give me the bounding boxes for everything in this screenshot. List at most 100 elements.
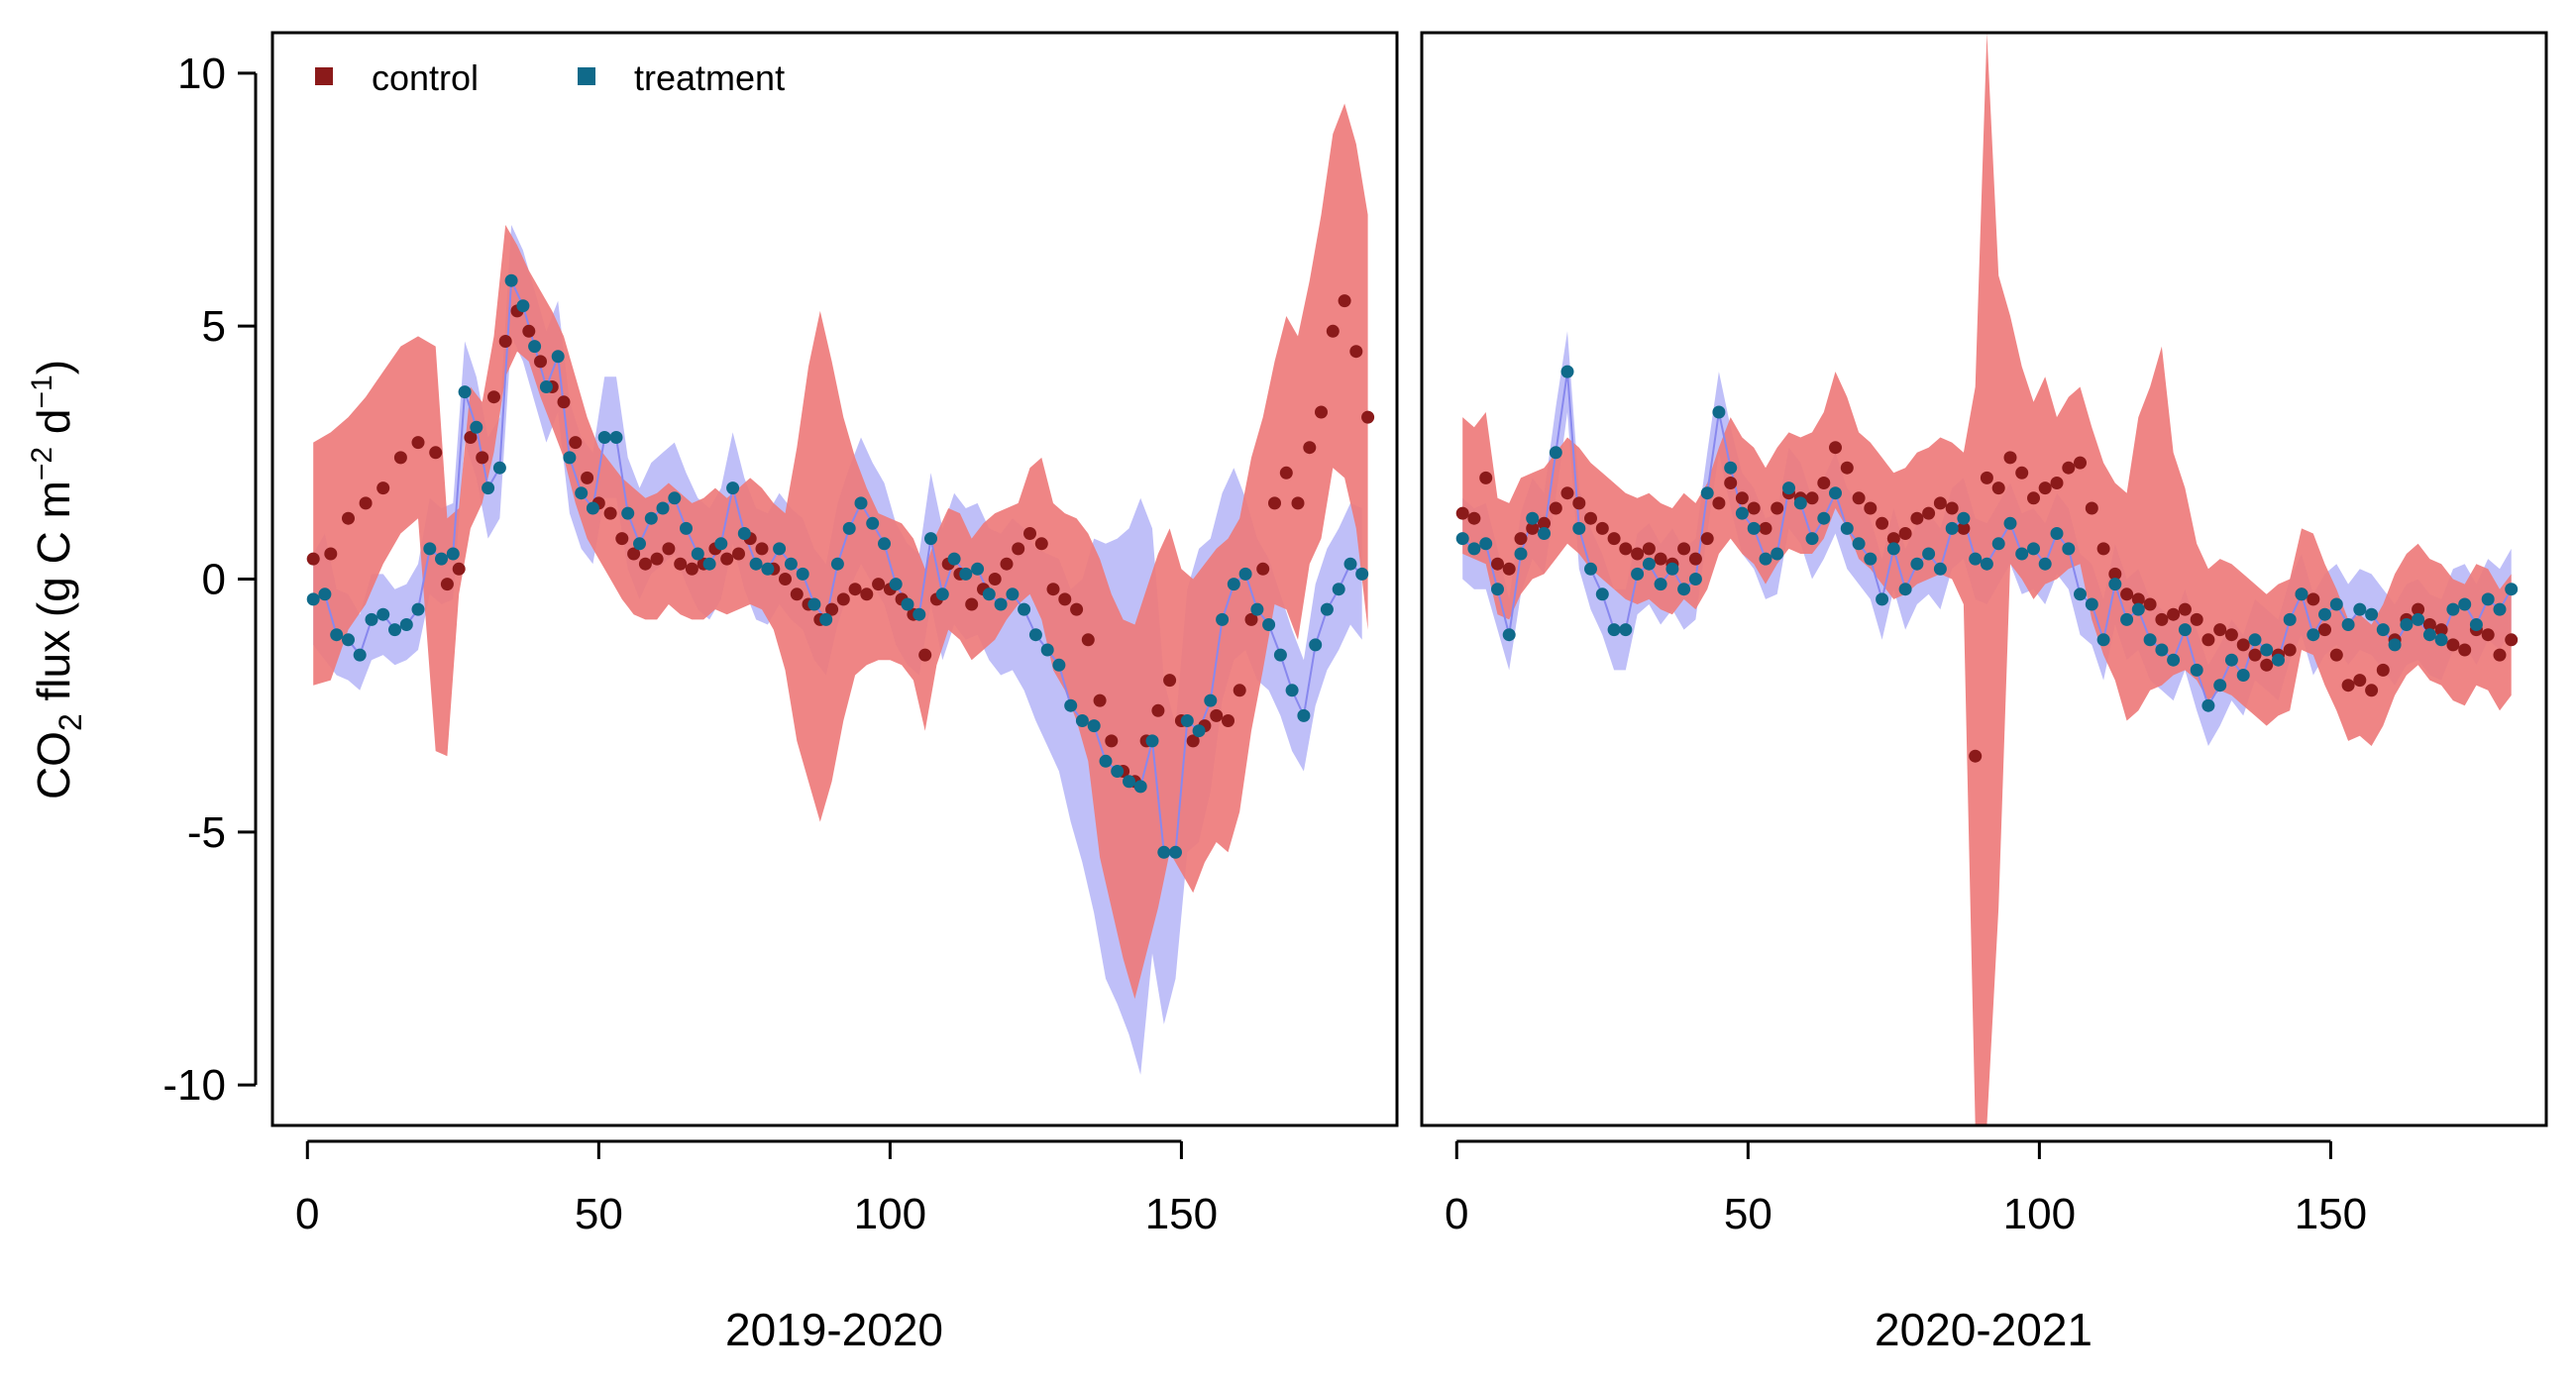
control-point	[2318, 623, 2331, 637]
treatment-point	[388, 623, 401, 637]
treatment-point	[1817, 511, 1831, 525]
treatment-point	[446, 547, 460, 561]
treatment-point	[376, 607, 390, 621]
treatment-point	[2329, 597, 2343, 611]
treatment-point	[1782, 481, 1795, 495]
treatment-point	[1192, 724, 1206, 738]
control-point	[2481, 628, 2495, 642]
control-point	[581, 471, 594, 484]
treatment-point	[878, 537, 891, 551]
control-point	[342, 511, 355, 525]
treatment-point	[1677, 583, 1691, 596]
treatment-point	[1216, 612, 1230, 626]
control-point	[2050, 477, 2064, 489]
control-point	[2248, 648, 2262, 662]
treatment-point	[1145, 734, 1159, 748]
control-point	[1747, 501, 1761, 515]
control-point	[2096, 542, 2110, 556]
treatment-point	[2248, 633, 2262, 647]
control-point	[1980, 471, 1993, 484]
treatment-point	[2213, 679, 2227, 693]
control-point	[1771, 501, 1784, 515]
treatment-point	[1805, 532, 1819, 546]
treatment-point	[492, 461, 506, 475]
control-point	[1933, 496, 1947, 510]
treatment-point	[1343, 557, 1357, 571]
control-point	[1584, 511, 1597, 525]
treatment-point	[1238, 567, 1252, 581]
treatment-point	[842, 521, 856, 535]
control-point	[440, 578, 454, 591]
control-point	[411, 436, 425, 450]
treatment-point	[2143, 633, 2157, 647]
control-point	[2446, 638, 2460, 652]
control-point	[2190, 612, 2203, 626]
control-point	[790, 587, 804, 601]
treatment-point	[2307, 628, 2320, 642]
treatment-point	[1688, 573, 1702, 586]
control-point	[498, 335, 512, 348]
treatment-point	[2178, 623, 2192, 637]
control-point	[476, 451, 489, 465]
treatment-point	[1642, 557, 1656, 571]
control-point	[534, 355, 547, 369]
control-point	[1502, 562, 1516, 576]
control-band	[1462, 33, 2512, 1125]
control-point	[429, 446, 443, 460]
treatment-point	[1332, 583, 1345, 596]
treatment-point	[2050, 527, 2064, 540]
treatment-point	[1712, 405, 1726, 419]
treatment-point	[365, 612, 378, 626]
control-point	[1572, 496, 1586, 510]
y-tick-label: 0	[202, 556, 226, 604]
treatment-point	[1538, 527, 1551, 540]
treatment-point	[2341, 618, 2355, 631]
control-point	[638, 557, 652, 571]
control-point	[1514, 532, 1528, 546]
control-point	[720, 552, 734, 566]
control-point	[615, 532, 629, 546]
treatment-point	[1123, 775, 1135, 789]
treatment-point	[2388, 638, 2402, 652]
treatment-point	[656, 501, 670, 515]
control-point	[1549, 501, 1562, 515]
treatment-point	[2446, 602, 2460, 616]
control-point	[685, 562, 698, 576]
treatment-point	[2236, 669, 2250, 682]
treatment-point	[633, 537, 646, 551]
control-point	[1595, 521, 1609, 535]
treatment-point	[2015, 547, 2029, 561]
x-tick-label: 150	[2295, 1190, 2367, 1238]
treatment-point	[1467, 542, 1481, 556]
y-tick-label: 10	[177, 50, 226, 98]
control-band	[313, 103, 1368, 1000]
control-point	[1467, 511, 1481, 525]
control-points	[306, 294, 1375, 789]
treatment-point	[539, 380, 553, 393]
control-point	[1105, 734, 1119, 748]
treatment-point	[2505, 583, 2519, 596]
treatment-point	[1180, 714, 1194, 727]
control-point	[860, 587, 874, 601]
treatment-point	[1075, 714, 1089, 727]
treatment-point	[924, 532, 937, 546]
control-point	[755, 542, 769, 556]
control-point	[2027, 491, 2040, 505]
treatment-point	[1018, 602, 1031, 616]
treatment-point	[1157, 845, 1171, 859]
treatment-point	[575, 486, 589, 500]
x-axis: 0 50 100 150	[295, 1139, 1218, 1238]
control-point	[1538, 516, 1551, 530]
y-title-text: flux (g C m	[28, 480, 79, 713]
treatment-point	[551, 350, 565, 364]
treatment-point	[2062, 542, 2076, 556]
treatment-point	[1898, 583, 1912, 596]
treatment-point	[807, 597, 821, 611]
control-point	[1268, 496, 1281, 510]
y-axis-title: CO2 flux (g C m−2 d−1)	[26, 360, 88, 800]
treatment-point	[1771, 547, 1784, 561]
control-point	[965, 597, 979, 611]
x-axis-title: 2019-2020	[725, 1304, 943, 1355]
y-title-sup2: −1	[26, 374, 58, 408]
control-point	[1910, 511, 1924, 525]
